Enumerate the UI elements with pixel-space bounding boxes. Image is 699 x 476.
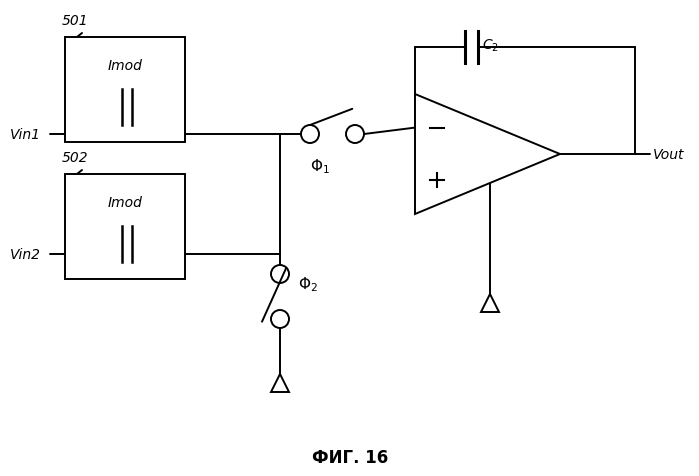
Text: Imod: Imod bbox=[108, 59, 143, 73]
Polygon shape bbox=[481, 294, 499, 312]
Text: Vin2: Vin2 bbox=[10, 248, 41, 261]
Text: 502: 502 bbox=[62, 151, 89, 165]
Polygon shape bbox=[271, 374, 289, 392]
Text: Vin1: Vin1 bbox=[10, 128, 41, 142]
Text: ФИГ. 16: ФИГ. 16 bbox=[312, 448, 388, 466]
Bar bbox=[65, 175, 185, 279]
Text: Imod: Imod bbox=[108, 196, 143, 209]
Bar bbox=[65, 38, 185, 143]
Text: Vout: Vout bbox=[653, 148, 684, 162]
Text: $C_2$: $C_2$ bbox=[482, 38, 499, 54]
Text: 501: 501 bbox=[62, 14, 89, 28]
Text: $\Phi_1$: $\Phi_1$ bbox=[310, 157, 330, 175]
Text: $\Phi_2$: $\Phi_2$ bbox=[298, 275, 318, 294]
Polygon shape bbox=[415, 95, 560, 215]
